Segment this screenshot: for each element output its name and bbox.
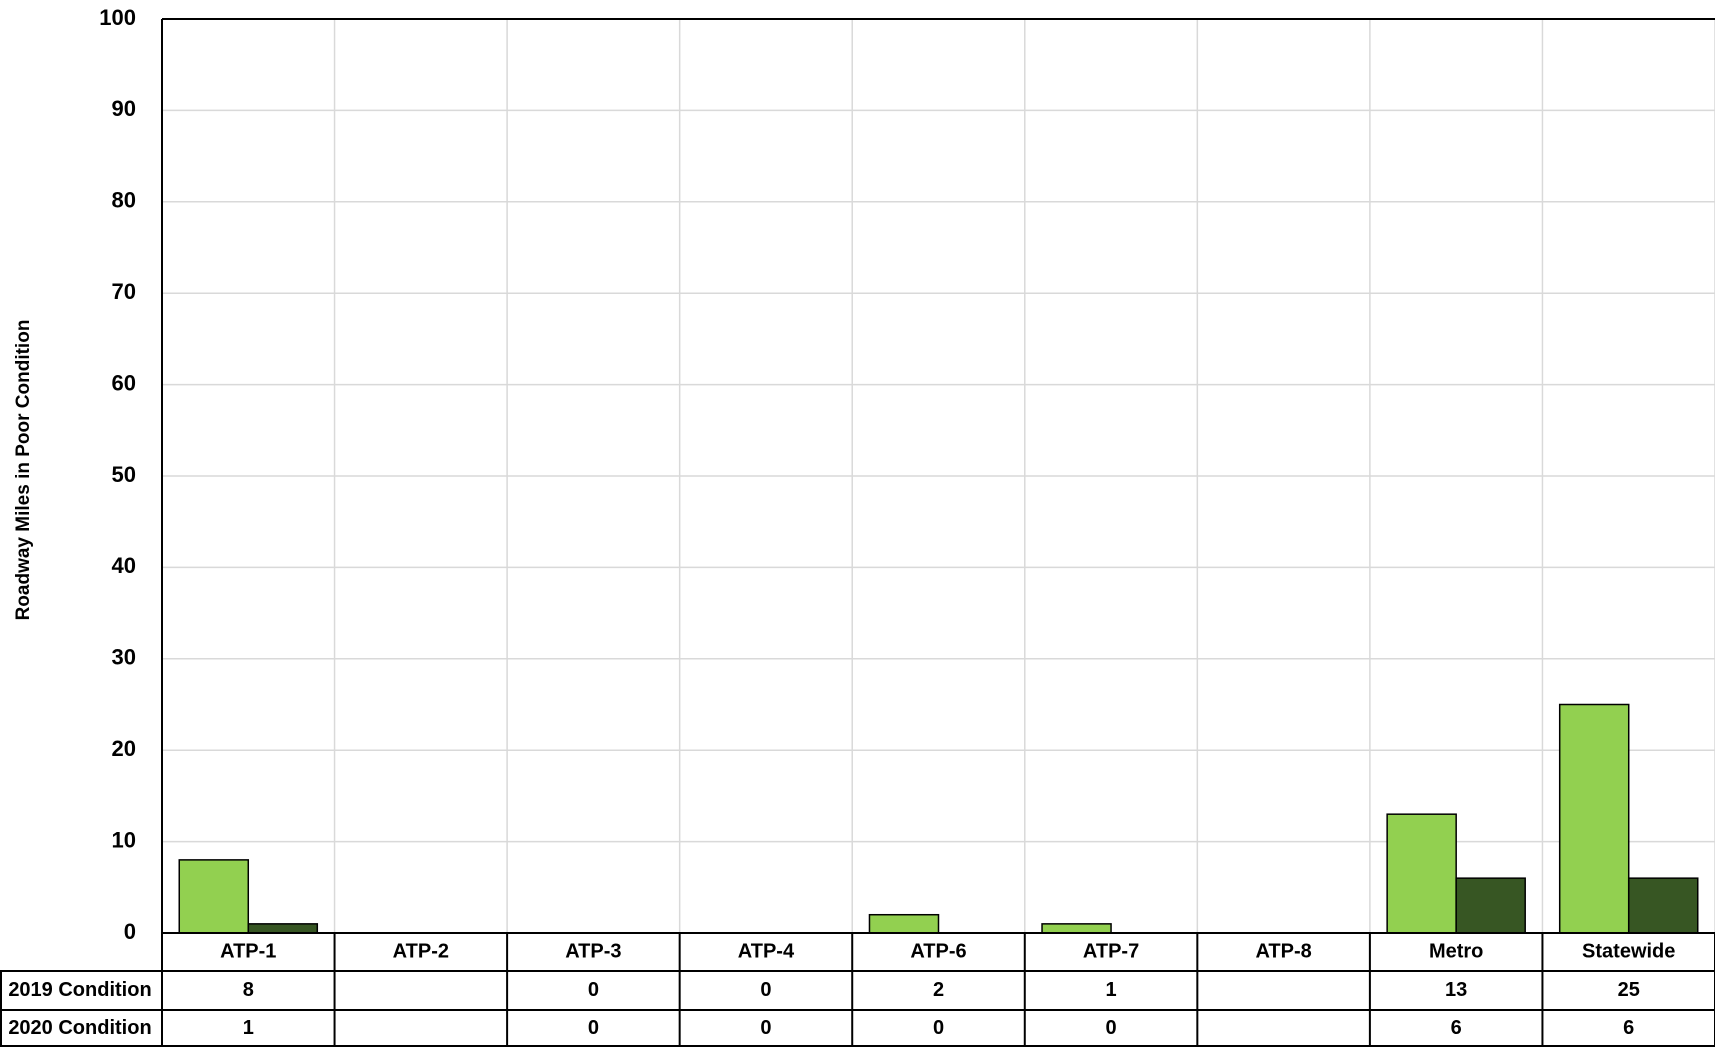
table-value: 0: [1105, 1017, 1116, 1039]
table-value: 1: [1105, 979, 1116, 1001]
y-tick-label: 100: [99, 5, 136, 30]
legend-label: 2019 Condition: [8, 979, 151, 1001]
table-value: 13: [1445, 979, 1467, 1001]
table-value: 0: [760, 1017, 771, 1039]
table-value: 0: [588, 1017, 599, 1039]
x-tick-label: ATP-2: [393, 940, 449, 962]
y-tick-label: 30: [112, 645, 136, 670]
x-tick-label: ATP-4: [738, 940, 795, 962]
y-axis-label: Roadway Miles in Poor Condition: [13, 320, 34, 621]
table-value: 0: [588, 979, 599, 1001]
table-value: 0: [760, 979, 771, 1001]
bar: [868, 913, 940, 934]
y-tick-label: 10: [112, 827, 136, 852]
bar: [1455, 877, 1526, 934]
y-tick-label: 50: [112, 462, 136, 487]
y-tick-label: 80: [112, 188, 136, 213]
x-tick-label: ATP-7: [1083, 940, 1139, 962]
y-tick-label: 20: [112, 736, 136, 761]
table-value: 2: [933, 979, 944, 1001]
bar: [1558, 703, 1630, 934]
table-value: 8: [243, 979, 254, 1001]
table-value: 6: [1451, 1017, 1462, 1039]
x-tick-label: Statewide: [1582, 940, 1675, 962]
x-tick-label: ATP-8: [1255, 940, 1311, 962]
x-tick-label: ATP-3: [565, 940, 621, 962]
x-tick-label: Metro: [1429, 940, 1483, 962]
table-value: 6: [1623, 1017, 1634, 1039]
y-tick-label: 40: [112, 553, 136, 578]
table-value: 1: [243, 1017, 254, 1039]
bar: [178, 859, 250, 934]
y-tick-label: 60: [112, 370, 136, 395]
table-value: 0: [933, 1017, 944, 1039]
x-tick-label: ATP-6: [910, 940, 966, 962]
bar: [1041, 923, 1112, 934]
y-tick-label: 70: [112, 279, 136, 304]
x-tick-label: ATP-1: [220, 940, 276, 962]
y-tick-label: 90: [112, 96, 136, 121]
legend-label: 2020 Condition: [8, 1017, 151, 1039]
bar: [1386, 813, 1457, 934]
bar: [247, 923, 319, 934]
bar: [1627, 877, 1699, 934]
y-tick-label: 0: [124, 919, 136, 944]
table-value: 25: [1618, 979, 1640, 1001]
